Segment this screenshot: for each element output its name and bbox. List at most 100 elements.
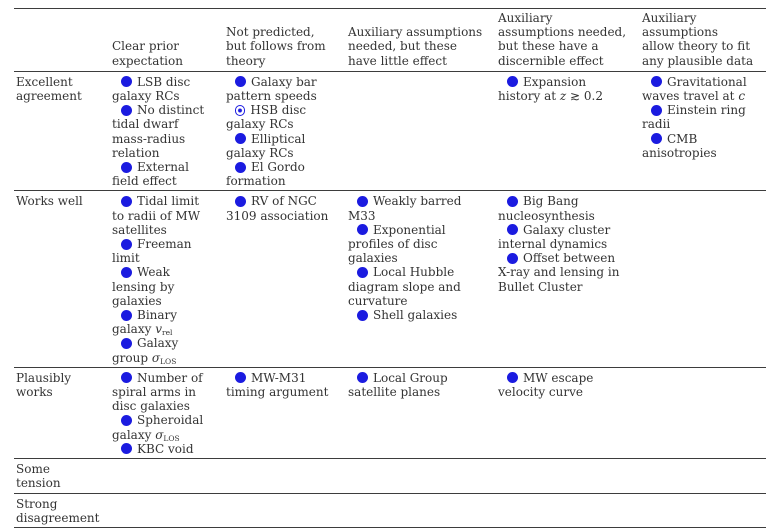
table-cell: LSB disc galaxy RCs No distinct tidal dwa… (112, 75, 226, 189)
evidence-item: HSB disc galaxy RCs (226, 103, 336, 131)
evidence-item-text: Shell galaxies (373, 308, 458, 323)
table-cell (498, 462, 642, 490)
column-header-clear-prior-expectation: Clear prior expectation (112, 39, 183, 68)
bullet-filled-icon (651, 76, 662, 88)
bullet-filled-icon (121, 414, 132, 426)
table-cell: Galaxy bar pattern speeds HSB disc galaxy… (226, 75, 348, 189)
bullet-filled-icon (357, 224, 368, 236)
bullet-filled-icon (357, 372, 368, 384)
bullet-filled-icon (507, 195, 518, 207)
evidence-item-text: External field effect (112, 160, 189, 189)
evidence-item: Weak lensing by galaxies (112, 265, 214, 308)
evidence-item-text: Einstein ring radii (642, 103, 746, 132)
evidence-item: Binary galaxy vrel (112, 308, 214, 336)
bullet-filled-icon (235, 161, 246, 173)
evidence-item: Local Group satellite planes (348, 371, 490, 399)
table-cell (642, 371, 766, 456)
bullet-filled-icon (121, 161, 132, 173)
evidence-item: Galaxy cluster internal dynamics (498, 223, 630, 251)
evidence-item-text: Local Hubble diagram slope and curvature (348, 265, 461, 308)
bullet-filled-icon (121, 266, 132, 278)
evidence-item: Tidal limit to radii of MW satellites (112, 194, 214, 237)
evidence-item: Galaxy group σLOS (112, 336, 214, 364)
table-cell (112, 497, 226, 525)
table-cell: MW-M31 timing argument (226, 371, 348, 456)
table-cell: Gravitational waves travel at c Einstein … (642, 75, 766, 189)
evidence-item-text: HSB disc galaxy RCs (226, 103, 307, 132)
evidence-item: Spheroidal galaxy σLOS (112, 413, 214, 441)
evidence-item-text: RV of NGC 3109 association (226, 194, 329, 223)
evidence-item: Einstein ring radii (642, 103, 764, 131)
bullet-filled-icon (121, 309, 132, 321)
evidence-item-text: Gravitational waves travel at c (642, 74, 747, 104)
column-header-aux-discernible-effect: Auxiliary assumptions needed, but these … (498, 11, 627, 68)
row-label: Strong disagreement (16, 496, 100, 525)
table-cell (498, 497, 642, 525)
evidence-item: Freeman limit (112, 237, 214, 265)
evidence-item-text: Weakly barred M33 (348, 194, 462, 223)
table-cell: RV of NGC 3109 association (226, 194, 348, 364)
bullet-filled-icon (121, 104, 132, 116)
evidence-item: Local Hubble diagram slope and curvature (348, 265, 490, 308)
table-cell: Tidal limit to radii of MW satellites Fre… (112, 194, 226, 364)
evidence-item-text: KBC void (137, 441, 194, 456)
table-cell (642, 194, 766, 364)
evidence-item: Gravitational waves travel at c (642, 75, 764, 103)
table-cell: Weakly barred M33 Exponential profiles of… (348, 194, 498, 364)
bullet-filled-icon (121, 443, 132, 455)
bullet-circled-dot-icon (235, 105, 246, 116)
bullet-filled-icon (651, 104, 662, 116)
table-row: Strong disagreement (14, 494, 766, 528)
table-cell: Big Bang nucleosynthesis Galaxy cluster i… (498, 194, 642, 364)
bullet-filled-icon (121, 195, 132, 207)
evidence-item-text: Local Group satellite planes (348, 370, 448, 400)
table-cell: MW escape velocity curve (498, 371, 642, 456)
evidence-item: LSB disc galaxy RCs (112, 75, 214, 103)
table-row: Works well Tidal limit to radii of MW sat… (14, 191, 766, 368)
evidence-item-text: Spheroidal galaxy σLOS (112, 413, 204, 443)
evidence-item-text: Number of spiral arms in disc galaxies (112, 370, 203, 414)
table-cell (112, 462, 226, 490)
evidence-item-text: Galaxy group σLOS (112, 336, 179, 366)
bullet-filled-icon (121, 76, 132, 88)
table-row: Plausibly works Number of spiral arms in … (14, 368, 766, 460)
evidence-item-text: MW escape velocity curve (498, 370, 594, 400)
bullet-filled-icon (121, 238, 132, 250)
table-header-row: Clear prior expectation Not predicted, b… (14, 9, 766, 72)
table-cell: Local Group satellite planes (348, 371, 498, 456)
evidence-item: CMB anisotropies (642, 132, 764, 160)
bullet-filled-icon (507, 224, 518, 236)
table-cell: Number of spiral arms in disc galaxies Sp… (112, 371, 226, 456)
evidence-item-text: El Gordo formation (226, 160, 305, 189)
bullet-filled-icon (235, 195, 246, 207)
evidence-item-text: Exponential profiles of disc galaxies (348, 222, 446, 266)
table-cell (226, 462, 348, 490)
column-header-aux-any-plausible-data: Auxiliary assumptions allow theory to fi… (642, 11, 754, 68)
table-cell (642, 462, 766, 490)
table-body: Excellent agreement LSB disc galaxy RCs No… (14, 72, 766, 528)
table-cell (348, 497, 498, 525)
row-label: Works well (16, 194, 83, 209)
evidence-item: Weakly barred M33 (348, 194, 490, 222)
evidence-item: Offset between X-ray and lensing in Bull… (498, 251, 630, 294)
bullet-filled-icon (357, 195, 368, 207)
evidence-item: Number of spiral arms in disc galaxies (112, 371, 214, 414)
table-cell (226, 497, 348, 525)
evidence-item-text: Elliptical galaxy RCs (226, 131, 306, 160)
row-label: Excellent agreement (16, 74, 82, 104)
bullet-filled-icon (235, 372, 246, 384)
column-header-not-predicted: Not predicted, but follows from theory (226, 25, 326, 68)
evidence-item-text: Expansion history at z ≳ 0.2 (498, 74, 604, 104)
evidence-item: MW-M31 timing argument (226, 371, 336, 399)
evidence-item: Elliptical galaxy RCs (226, 132, 336, 160)
evidence-item-text: Freeman limit (112, 237, 192, 266)
table-cell (642, 497, 766, 525)
evidence-item-text: Binary galaxy vrel (112, 308, 178, 338)
evidence-comparison-table: Clear prior expectation Not predicted, b… (14, 8, 766, 528)
bullet-filled-icon (507, 76, 518, 88)
evidence-item-text: LSB disc galaxy RCs (112, 74, 191, 104)
column-header-aux-little-effect: Auxiliary assumptions needed, but these … (348, 25, 483, 68)
evidence-item-text: CMB anisotropies (642, 131, 717, 160)
bullet-filled-icon (357, 309, 368, 321)
evidence-item: KBC void (112, 442, 214, 456)
